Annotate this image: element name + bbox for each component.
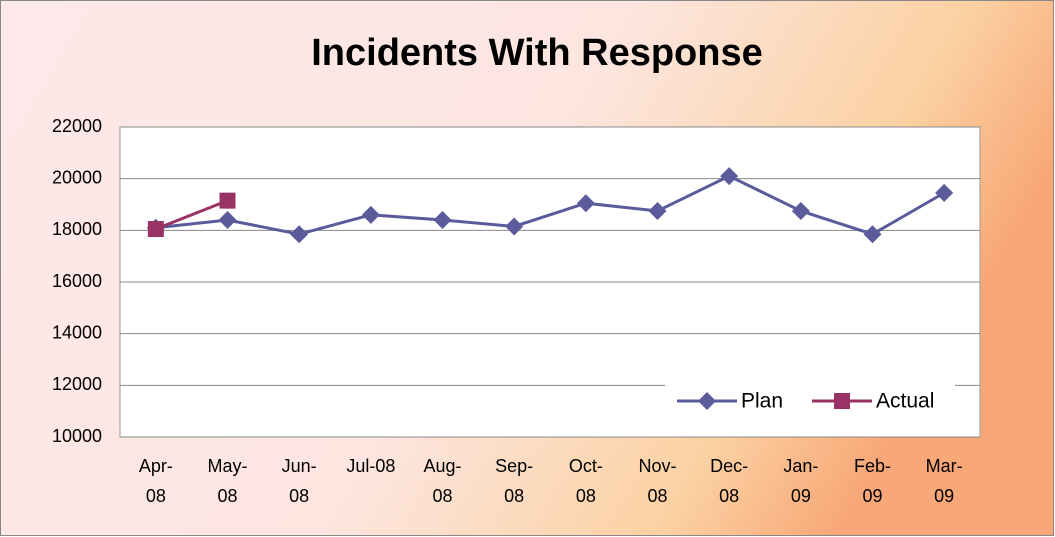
x-tick-label: Oct-08: [569, 456, 603, 506]
data-point: [576, 194, 595, 213]
x-tick-label: Feb-09: [854, 456, 891, 506]
data-point: [433, 211, 452, 229]
legend-label: Actual: [876, 390, 934, 413]
data-point: [218, 211, 237, 229]
data-point: [863, 225, 882, 244]
x-tick-label: Jul-08: [346, 456, 395, 476]
data-point: [720, 167, 739, 186]
x-tick-label: Nov-08: [638, 456, 676, 506]
y-tick-label: 22000: [52, 116, 102, 136]
x-tick-label: Dec-08: [710, 456, 748, 506]
data-point: [147, 221, 164, 238]
legend-label: Plan: [741, 390, 783, 413]
x-tick-label: May-08: [208, 456, 248, 506]
y-tick-label: 14000: [52, 322, 102, 342]
y-tick-label: 16000: [52, 271, 102, 291]
y-tick-label: 20000: [52, 167, 102, 187]
x-tick-label: Mar-09: [926, 456, 963, 506]
legend-marker: [698, 392, 716, 410]
data-point: [648, 201, 667, 220]
x-tick-label: Jan-09: [783, 456, 818, 506]
data-point: [361, 205, 380, 224]
data-point: [290, 225, 309, 244]
y-tick-label: 12000: [52, 374, 102, 394]
data-point: [505, 217, 524, 236]
y-tick-label: 10000: [52, 426, 102, 446]
series-line: [155, 199, 229, 231]
x-tick-label: Sep-08: [495, 456, 533, 506]
x-tick-label: Apr-08: [139, 456, 173, 506]
chart-title: Incidents With Response: [311, 32, 763, 74]
data-point: [935, 183, 954, 202]
x-tick-label: Aug-08: [423, 456, 461, 506]
data-point: [219, 192, 236, 209]
legend-marker: [834, 393, 850, 409]
y-tick-label: 18000: [52, 219, 102, 239]
series-line: [155, 174, 945, 236]
data-point: [791, 201, 810, 220]
x-tick-label: Jun-08: [282, 456, 317, 506]
